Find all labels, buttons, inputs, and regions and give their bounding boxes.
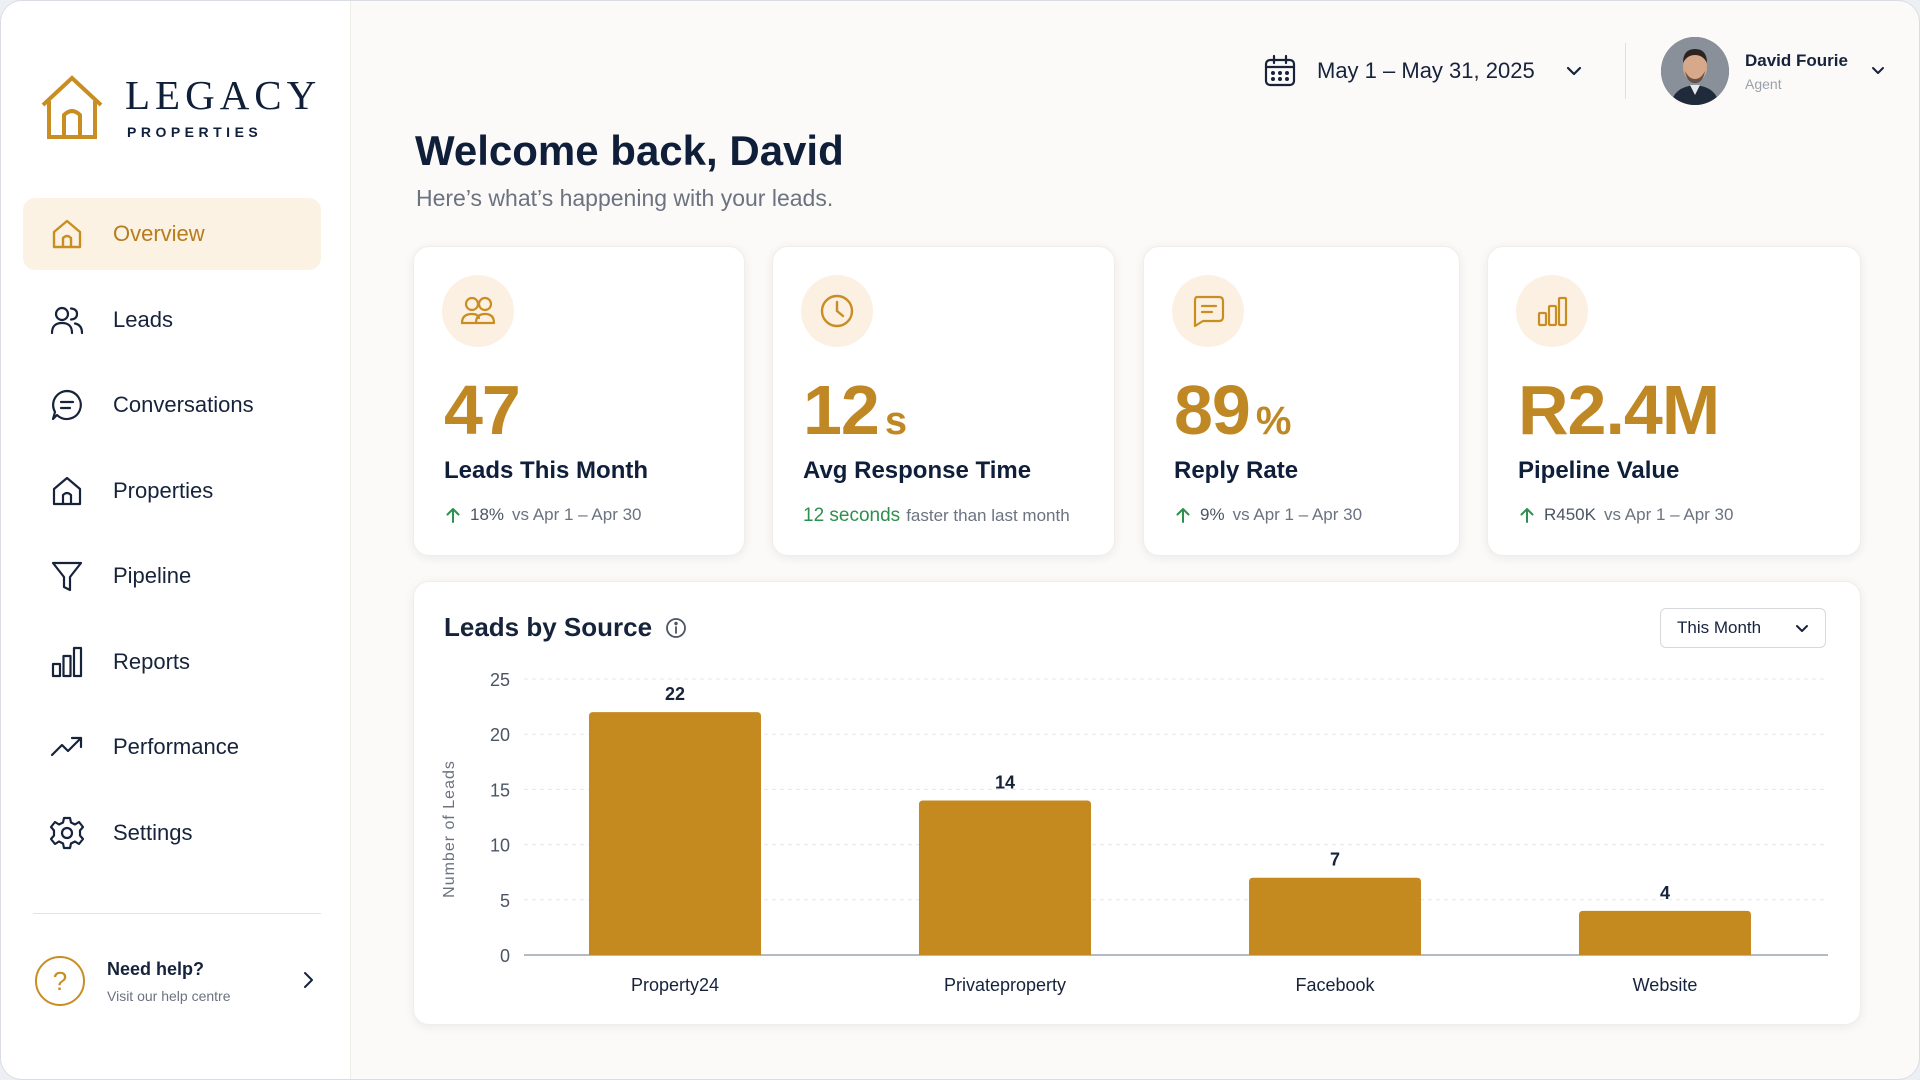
date-range-picker[interactable]: May 1 – May 31, 2025 <box>1263 49 1585 93</box>
x-tick-label: Facebook <box>1295 975 1375 995</box>
stat-label: Leads This Month <box>444 457 648 484</box>
period-select-value: This Month <box>1677 618 1762 637</box>
stat-delta: 18% vs Apr 1 – Apr 30 <box>444 505 642 525</box>
data-label: 7 <box>1330 850 1340 870</box>
bar <box>1249 877 1421 955</box>
leads-by-source-panel: 0 5 10 15 20 25 Number of Leads 22 Property24 14 P… <box>413 581 1861 1025</box>
avatar-photo <box>1661 37 1729 105</box>
sidebar-item-label: Reports <box>113 648 191 674</box>
stat-label: Avg Response Time <box>803 457 1032 484</box>
sidebar-item-pipeline[interactable]: Pipeline <box>23 540 321 612</box>
house-logo-icon <box>41 75 103 139</box>
y-axis-label: Number of Leads <box>441 760 458 898</box>
bar <box>589 712 761 955</box>
stat-card-reply-rate[interactable]: 89% Reply Rate 9% vs Apr 1 – Apr 30 <box>1143 246 1460 556</box>
trend-up-icon <box>50 736 83 757</box>
arrow-up-icon <box>446 508 460 523</box>
header-divider <box>1625 43 1626 99</box>
sidebar-item-overview[interactable]: Overview <box>23 198 321 270</box>
users-icon <box>442 275 514 347</box>
date-range-text: May 1 – May 31, 2025 <box>1317 58 1535 83</box>
arrow-up-icon <box>1176 508 1190 523</box>
sidebar: LEGACY PROPERTIES Overview Leads <box>1 1 351 1079</box>
brand-name: LEGACY <box>125 71 322 118</box>
stat-card-response-time[interactable]: 12 s Avg Response Time 12 seconds faster t… <box>772 246 1115 556</box>
sidebar-item-label: Settings <box>113 819 193 845</box>
y-tick-label: 25 <box>490 670 510 690</box>
sidebar-item-reports[interactable]: Reports <box>23 626 321 698</box>
period-select[interactable]: This Month <box>1660 608 1826 648</box>
funnel-icon <box>51 561 83 592</box>
help-link[interactable]: ? Need help? Visit our help centre <box>35 951 325 1011</box>
chevron-down-icon <box>1871 67 1884 74</box>
data-label: 14 <box>995 772 1015 792</box>
message-icon <box>1172 275 1244 347</box>
house-icon <box>52 476 82 505</box>
chat-icon <box>51 389 82 421</box>
bar <box>1579 910 1751 955</box>
help-title: Need help? <box>107 958 205 979</box>
arrow-up-icon <box>1520 508 1534 523</box>
leads-by-source-chart: 0 5 10 15 20 25 Number of Leads 22 Property24 14 P… <box>441 670 1828 995</box>
x-tick-label: Privateproperty <box>944 975 1066 995</box>
chart-title: Leads by Source <box>444 612 653 642</box>
info-icon[interactable] <box>664 616 688 640</box>
sidebar-item-label: Overview <box>113 221 205 246</box>
sidebar-item-conversations[interactable]: Conversations <box>23 369 321 441</box>
stat-delta: 12 seconds faster than last month <box>803 505 1070 526</box>
user-role: Agent <box>1745 75 1782 92</box>
stat-delta: 9% vs Apr 1 – Apr 30 <box>1174 505 1362 525</box>
stat-value: 89% <box>1174 371 1291 449</box>
stat-card-pipeline-value[interactable]: R2.4M Pipeline Value R450K vs Apr 1 – Apr… <box>1487 246 1861 556</box>
stat-label: Pipeline Value <box>1518 457 1680 484</box>
stat-value: R2.4M <box>1518 371 1720 449</box>
sidebar-item-performance[interactable]: Performance <box>23 711 321 783</box>
y-tick-label: 5 <box>500 891 510 911</box>
stat-value: 47 <box>444 371 521 449</box>
y-tick-label: 10 <box>490 836 510 856</box>
bar-chart-icon <box>1516 275 1588 347</box>
x-tick-label: Property24 <box>631 975 719 995</box>
x-tick-label: Website <box>1633 975 1698 995</box>
user-name: David Fourie <box>1745 50 1848 70</box>
clock-icon <box>801 275 873 347</box>
users-icon <box>50 306 84 334</box>
data-label: 4 <box>1660 883 1670 903</box>
sidebar-item-label: Properties <box>113 477 214 503</box>
stat-card-leads[interactable]: 47 Leads This Month 18% vs Apr 1 – Apr 30 <box>413 246 745 556</box>
page-title: Welcome back, David <box>415 127 844 174</box>
brand-tagline: PROPERTIES <box>127 123 263 140</box>
sidebar-nav: Overview Leads Conversations <box>23 198 321 882</box>
help-subtitle: Visit our help centre <box>107 987 231 1004</box>
stat-delta: R450K vs Apr 1 – Apr 30 <box>1518 505 1733 525</box>
sidebar-item-label: Leads <box>113 306 173 332</box>
home-icon <box>52 219 82 249</box>
data-label: 22 <box>665 684 685 704</box>
bar-chart-icon <box>51 646 83 677</box>
bar <box>919 800 1091 955</box>
chevron-down-icon <box>1796 625 1808 632</box>
sidebar-divider <box>33 913 321 914</box>
chevron-down-icon <box>1566 66 1581 76</box>
y-tick-label: 15 <box>490 780 510 800</box>
sidebar-item-properties[interactable]: Properties <box>23 455 321 527</box>
calendar-icon <box>1264 54 1296 87</box>
y-tick-label: 20 <box>490 725 510 745</box>
question-icon: ? <box>35 956 85 1006</box>
sidebar-item-label: Conversations <box>113 392 254 417</box>
gear-icon <box>49 816 85 849</box>
chevron-right-icon <box>304 972 313 988</box>
logo[interactable]: LEGACY PROPERTIES <box>37 71 321 143</box>
page-subtitle: Here’s what’s happening with your leads. <box>416 185 834 211</box>
stat-label: Reply Rate <box>1174 457 1299 484</box>
sidebar-item-label: Pipeline <box>113 563 192 588</box>
avatar <box>1661 37 1729 105</box>
sidebar-item-label: Performance <box>113 734 239 759</box>
sidebar-item-settings[interactable]: Settings <box>23 797 321 869</box>
sidebar-item-leads[interactable]: Leads <box>23 284 321 356</box>
user-menu[interactable]: David Fourie Agent <box>1661 37 1888 105</box>
y-tick-label: 0 <box>500 946 510 966</box>
stat-value: 12 s <box>803 371 907 449</box>
